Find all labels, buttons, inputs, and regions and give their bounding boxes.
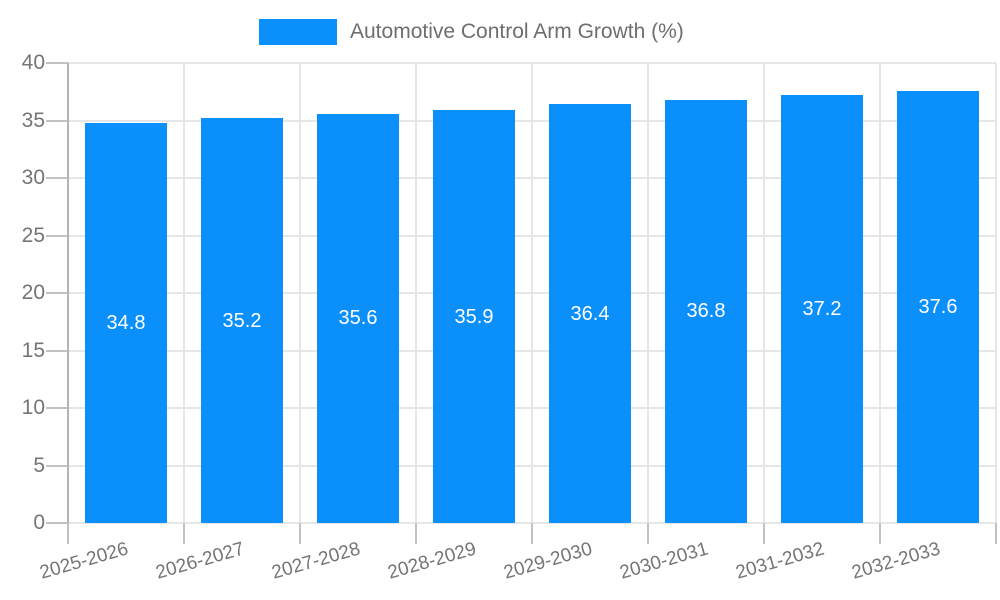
x-gridline bbox=[415, 63, 417, 523]
bar-value-label: 35.6 bbox=[338, 307, 378, 330]
x-axis-tick bbox=[995, 523, 997, 544]
x-axis-tick bbox=[415, 523, 417, 544]
x-gridline bbox=[995, 63, 997, 523]
x-gridline bbox=[879, 63, 881, 523]
x-axis-category-label: 2029-2030 bbox=[501, 538, 595, 584]
x-axis-tick bbox=[879, 523, 881, 544]
y-axis-tick bbox=[46, 292, 68, 294]
x-axis-category-label: 2030-2031 bbox=[617, 538, 711, 584]
bar-2030-2031[interactable] bbox=[665, 99, 747, 523]
y-axis-tick-label: 30 bbox=[21, 166, 45, 189]
y-axis-tick-label: 25 bbox=[21, 223, 45, 247]
bar-2032-2033[interactable] bbox=[897, 90, 979, 523]
x-axis-category-label: 2031-2032 bbox=[733, 538, 827, 584]
y-axis-tick bbox=[46, 177, 68, 179]
y-axis-tick-label: 40 bbox=[21, 51, 45, 74]
bar-value-label: 35.2 bbox=[222, 309, 262, 332]
y-axis-tick bbox=[46, 349, 68, 352]
bar-value-label: 36.4 bbox=[570, 302, 610, 325]
bar-2029-2030[interactable] bbox=[549, 104, 631, 523]
legend-item[interactable]: Automotive Control Arm Growth (%) bbox=[259, 13, 684, 51]
y-axis-tick-label: 5 bbox=[33, 453, 45, 477]
x-axis-category-label: 2026-2027 bbox=[153, 538, 247, 584]
y-axis-tick bbox=[46, 407, 68, 409]
legend-label: Automotive Control Arm Growth (%) bbox=[350, 20, 684, 43]
x-gridline bbox=[531, 63, 533, 523]
bar-value-label: 37.6 bbox=[918, 295, 958, 318]
y-axis-tick bbox=[46, 522, 68, 524]
x-axis-tick bbox=[763, 523, 765, 544]
bar-2031-2032[interactable] bbox=[781, 95, 863, 523]
x-axis-tick bbox=[67, 523, 69, 544]
y-axis-tick bbox=[46, 234, 68, 237]
x-axis-tick bbox=[647, 523, 649, 544]
bar-value-label: 34.8 bbox=[106, 311, 146, 334]
legend-marker-swatch bbox=[259, 19, 337, 45]
x-axis-tick bbox=[299, 523, 301, 544]
y-axis-tick-label: 35 bbox=[21, 108, 45, 132]
x-axis-category-label: 2028-2029 bbox=[385, 538, 479, 584]
bar-2028-2029[interactable] bbox=[433, 110, 515, 523]
x-axis-tick bbox=[183, 523, 185, 544]
x-axis-category-label: 2027-2028 bbox=[269, 538, 363, 584]
x-gridline bbox=[183, 63, 185, 523]
x-axis-category-label: 2032-2033 bbox=[849, 538, 943, 584]
bar-value-label: 36.8 bbox=[686, 300, 726, 323]
y-axis-tick bbox=[46, 119, 68, 122]
y-axis-tick-label: 15 bbox=[21, 338, 45, 362]
x-axis-tick bbox=[531, 523, 533, 544]
bar-value-label: 35.9 bbox=[454, 305, 494, 328]
y-axis-tick-label: 0 bbox=[33, 511, 45, 534]
y-axis-tick-label: 10 bbox=[21, 396, 45, 419]
x-gridline bbox=[299, 63, 301, 523]
y-axis-line bbox=[67, 63, 69, 523]
bar-value-label: 37.2 bbox=[802, 298, 842, 321]
y-axis-tick-label: 20 bbox=[21, 281, 45, 304]
x-gridline bbox=[647, 63, 649, 523]
x-axis-category-label: 2025-2026 bbox=[37, 538, 131, 584]
bar-2025-2026[interactable] bbox=[85, 122, 167, 523]
bar-2027-2028[interactable] bbox=[317, 113, 399, 523]
y-axis-tick bbox=[46, 62, 68, 64]
y-axis-tick bbox=[46, 464, 68, 467]
bar-2026-2027[interactable] bbox=[201, 118, 283, 523]
x-gridline bbox=[763, 63, 765, 523]
